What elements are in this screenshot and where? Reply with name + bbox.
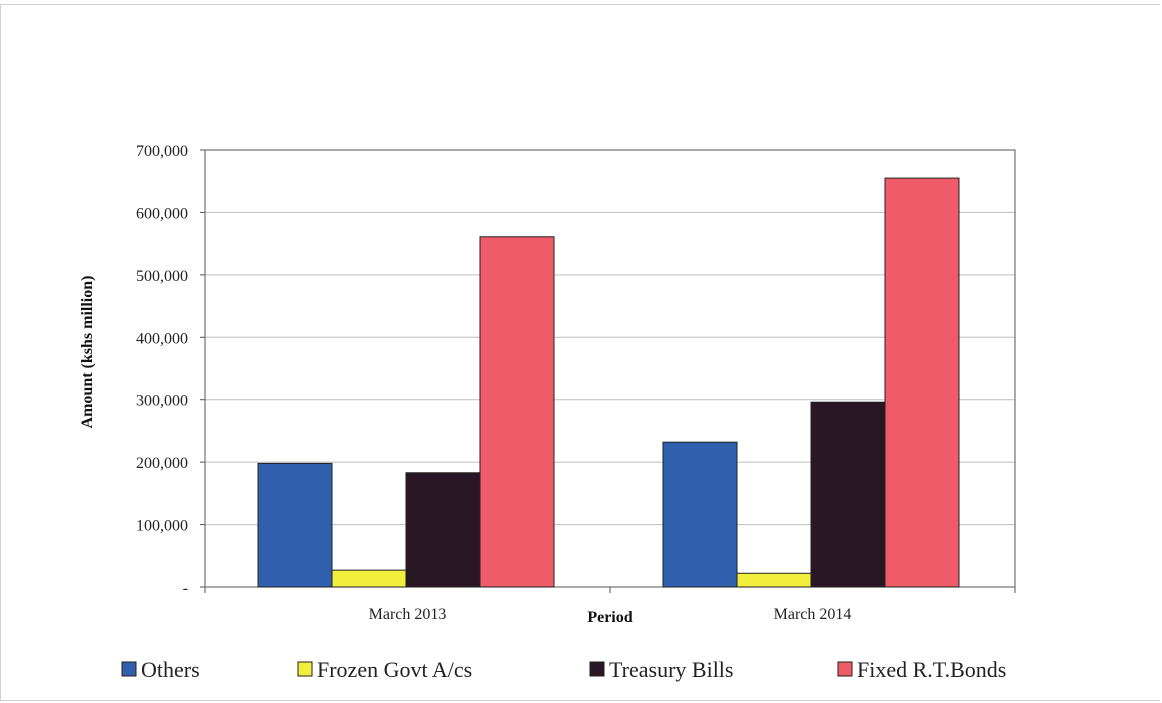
- x-category-label: March 2014: [774, 606, 852, 623]
- legend-swatch: [121, 661, 137, 677]
- bar: [257, 462, 333, 588]
- x-category-label: March 2013: [369, 606, 447, 623]
- legend-label: Fixed R.T.Bonds: [857, 657, 1006, 682]
- y-axis-label: Amount (kshs million): [79, 276, 96, 429]
- legend-label: Others: [141, 657, 200, 682]
- y-tick-label: 500,000: [136, 268, 188, 285]
- gridlines: [205, 149, 1015, 526]
- legend-label: Frozen Govt A/cs: [317, 657, 472, 682]
- y-tick-label: 200,000: [136, 455, 188, 472]
- legend: Others Frozen Govt A/cs Treasury Bills Fixe…: [121, 657, 1006, 682]
- legend-swatch: [297, 661, 313, 677]
- y-tick-label: 300,000: [136, 393, 188, 410]
- legend-label: Treasury Bills: [609, 657, 733, 682]
- y-axis-ticks: - 100,000 200,000 300,000 400,000 500,000 600,…: [136, 143, 205, 597]
- bars: [257, 177, 960, 588]
- chart-frame: [0, 4, 1160, 701]
- bar: [884, 177, 960, 588]
- bar: [736, 572, 812, 588]
- y-tick-label: 100,000: [136, 518, 188, 535]
- y-tick-label: 400,000: [136, 330, 188, 347]
- bar: [810, 401, 886, 588]
- legend-swatch: [837, 661, 853, 677]
- bar: [331, 569, 407, 588]
- y-tick-label: 700,000: [136, 143, 188, 160]
- y-tick-label: 600,000: [136, 205, 188, 222]
- bar: [479, 236, 555, 588]
- legend-swatch: [589, 661, 605, 677]
- x-axis-label: Period: [587, 609, 632, 626]
- y-tick-label: -: [183, 580, 188, 597]
- x-axis-categories: March 2013 March 2014: [204, 587, 1016, 623]
- bar: [405, 472, 481, 588]
- bar: [662, 441, 738, 588]
